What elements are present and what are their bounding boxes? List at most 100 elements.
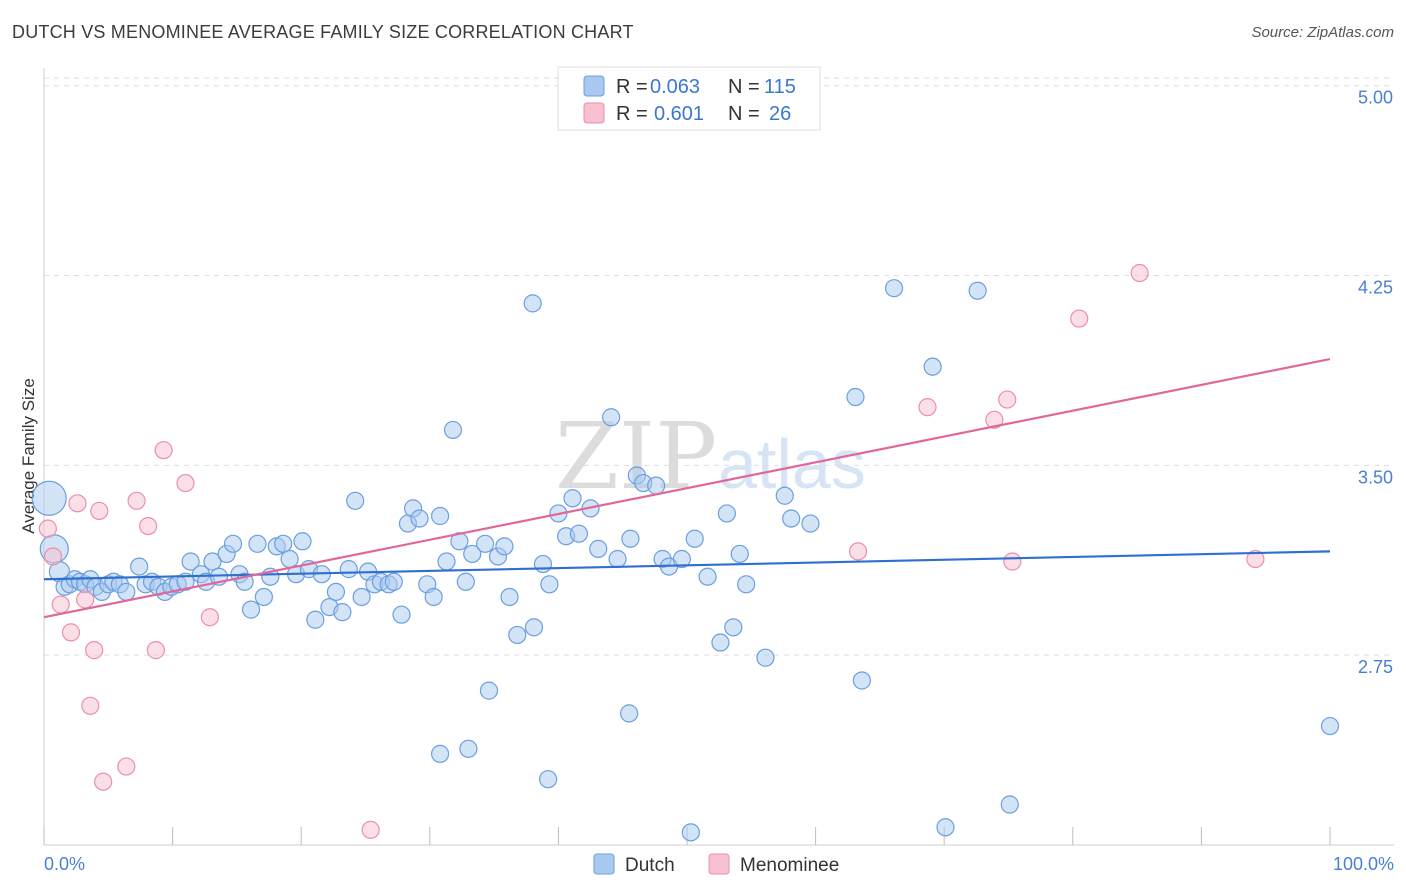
menominee-point: [200, 608, 219, 627]
dutch-point: [968, 281, 987, 300]
watermark-atlas: atlas: [718, 425, 866, 503]
menominee-point: [127, 491, 146, 510]
menominee-point: [76, 590, 95, 609]
dutch-point: [346, 491, 365, 510]
dutch-point: [621, 529, 640, 548]
chart-title: DUTCH VS MENOMINEE AVERAGE FAMILY SIZE C…: [12, 22, 634, 42]
dutch-point: [495, 537, 514, 556]
dutch-point: [620, 704, 639, 723]
y-tick-label: 3.50: [1358, 467, 1393, 487]
dutch-point: [775, 486, 794, 505]
dutch-point: [923, 357, 942, 376]
dutch-point: [1000, 795, 1019, 814]
dutch-point: [602, 408, 621, 427]
dutch-point: [223, 534, 243, 553]
menominee-point: [361, 820, 380, 839]
dutch-point: [884, 279, 904, 298]
dutch-point: [717, 504, 736, 523]
menominee-point: [998, 390, 1017, 409]
dutch-point: [254, 587, 274, 607]
menominee-point: [61, 623, 81, 642]
legend-r-label-menominee: R =: [616, 103, 648, 125]
menominee-point: [154, 441, 173, 460]
dutch-point: [333, 603, 352, 622]
menominee-point: [848, 542, 868, 561]
dutch-point: [176, 572, 195, 591]
dutch-point: [539, 770, 558, 789]
dutch-point: [117, 582, 136, 602]
dutch-point: [647, 476, 666, 495]
dutch-point: [437, 552, 456, 571]
legend-swatch-menominee: [583, 102, 605, 124]
menominee-point: [146, 641, 165, 660]
menominee-point: [68, 494, 87, 513]
dutch-point: [569, 524, 589, 543]
dutch-point: [589, 539, 608, 558]
dutch-point: [936, 818, 955, 837]
dutch-point: [533, 554, 553, 574]
dutch-point: [274, 534, 293, 553]
dutch-point: [500, 587, 519, 607]
menominee-point: [1003, 552, 1022, 571]
dutch-point: [424, 587, 443, 607]
bottom-legend: Dutch Menominee: [593, 853, 839, 876]
menominee-point: [81, 696, 100, 715]
legend-n-label-menominee: N =: [728, 103, 760, 125]
dutch-point: [782, 509, 801, 528]
dutch-points: [31, 279, 1340, 842]
legend-n-label-dutch: N =: [728, 76, 760, 98]
menominee-point: [176, 473, 195, 493]
legend-r-label-dutch: R =: [616, 76, 648, 98]
dutch-point: [846, 387, 865, 407]
dutch-point: [563, 489, 582, 508]
dutch-point: [456, 572, 475, 591]
dutch-point: [31, 480, 67, 516]
dutch-point: [384, 572, 403, 591]
dutch-point: [756, 648, 775, 667]
source-label: Source: ZipAtlas.com: [1251, 24, 1394, 41]
dutch-point: [248, 534, 267, 553]
dutch-point: [801, 514, 820, 533]
y-tick-label: 5.00: [1358, 88, 1393, 108]
bottom-legend-swatch-dutch: [593, 853, 615, 875]
dutch-point: [443, 420, 463, 440]
dutch-point: [475, 534, 495, 553]
menominee-point: [918, 398, 937, 417]
y-tick-labels: 2.75 3.50 4.25 5.00: [1358, 88, 1393, 677]
legend-swatch-dutch: [583, 75, 605, 97]
dutch-point: [339, 560, 358, 579]
menominee-point: [139, 517, 158, 536]
dutch-point: [524, 618, 544, 637]
menominee-point: [85, 641, 104, 660]
dutch-point: [293, 532, 312, 551]
dutch-point: [326, 582, 346, 602]
dutch-point: [852, 671, 871, 690]
legend-n-value-dutch: 115: [764, 76, 796, 98]
dutch-point: [352, 587, 371, 607]
bottom-legend-dutch: Dutch: [625, 855, 675, 876]
watermark-zip: ZIP: [555, 403, 717, 510]
dutch-point: [463, 544, 482, 564]
dutch-point: [724, 618, 743, 637]
menominee-point: [1246, 549, 1265, 569]
legend-box: R = 0.063 N = 115 R = 0.601 N = 26: [557, 66, 821, 131]
dutch-point: [479, 681, 499, 700]
menominee-point: [94, 772, 113, 791]
x-tick-label-max: 100.0%: [1333, 854, 1394, 874]
bottom-legend-menominee: Menominee: [740, 855, 839, 876]
y-tick-label: 2.75: [1358, 657, 1393, 677]
dutch-point: [608, 549, 627, 569]
y-tick-label: 4.25: [1358, 278, 1393, 298]
dutch-point: [698, 567, 717, 586]
dutch-point: [672, 549, 691, 569]
dutch-point: [540, 575, 559, 594]
menominee-point: [90, 501, 109, 521]
menominee-point: [43, 547, 63, 566]
dutch-point: [459, 739, 478, 758]
menominee-trend-line: [43, 357, 1331, 619]
dutch-point: [280, 549, 299, 569]
dutch-point: [685, 529, 704, 548]
dutch-point: [306, 610, 325, 629]
dutch-point: [203, 552, 222, 571]
